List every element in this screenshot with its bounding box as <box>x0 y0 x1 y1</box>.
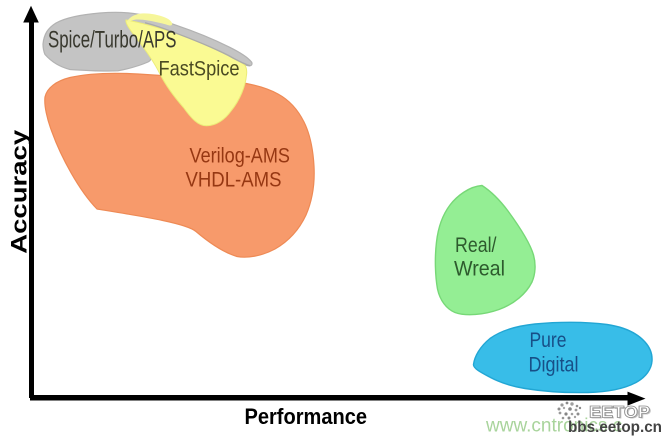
svg-text:EETOP: EETOP <box>589 403 650 421</box>
svg-text:VHDL-AMS: VHDL-AMS <box>186 169 282 192</box>
svg-text:bbs.eetop.cn: bbs.eetop.cn <box>568 419 662 436</box>
svg-text:FastSpice: FastSpice <box>159 57 240 80</box>
svg-text:EETOP: EETOP <box>590 405 651 423</box>
svg-text:Digital: Digital <box>529 352 579 376</box>
svg-text:Performance: Performance <box>245 404 368 429</box>
svg-text:Spice/Turbo/APS: Spice/Turbo/APS <box>48 27 177 54</box>
svg-text:Pure: Pure <box>530 328 567 352</box>
svg-text:Accuracy: Accuracy <box>6 129 31 254</box>
svg-text:Real/: Real/ <box>455 234 497 257</box>
svg-text:Wreal: Wreal <box>454 258 505 281</box>
svg-text:www.cntronics.c: www.cntronics.c <box>485 416 622 437</box>
svg-text:Verilog-AMS: Verilog-AMS <box>190 145 291 168</box>
